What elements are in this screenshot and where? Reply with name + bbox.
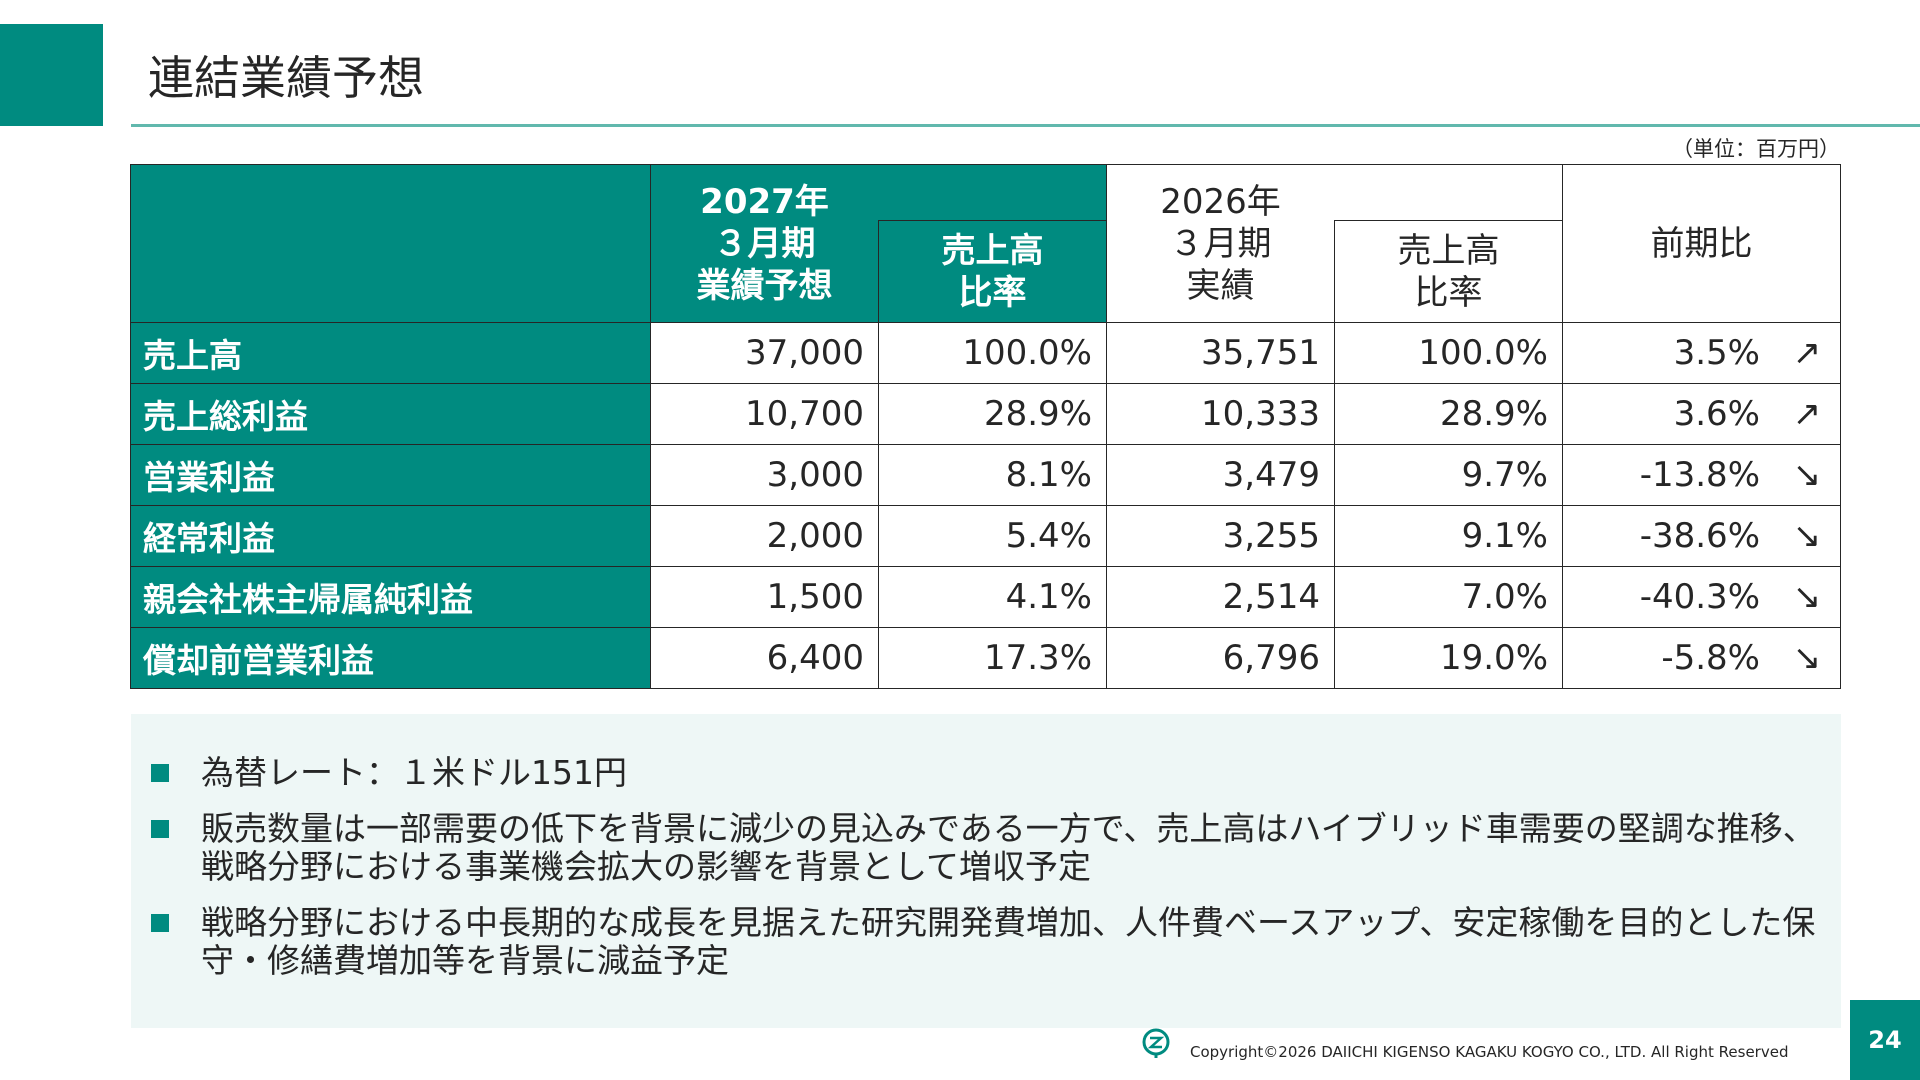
fy2026-sales-ratio: 100.0% <box>1334 322 1563 384</box>
yoy-cell: -40.3% ↘ <box>1562 566 1841 628</box>
fy2026-sales-ratio: 9.1% <box>1334 505 1563 567</box>
fy2027-forecast-value: 3,000 <box>650 444 879 506</box>
header-fy2026-ratio-line2: 比率 <box>1414 272 1483 313</box>
fy2027-sales-ratio: 28.9% <box>878 383 1107 445</box>
row-label: 売上高 <box>130 322 651 384</box>
fy2027-forecast-value: 1,500 <box>650 566 879 628</box>
header-fy2027-ratio-line1: 売上高 <box>941 230 1044 271</box>
list-item: 為替レート：１米ドル151円 <box>151 754 1821 792</box>
header-fy2027-year: 2027年 <box>700 181 829 222</box>
header-fy2027-kind: 業績予想 <box>696 265 833 306</box>
header-fy2026-top-spacer <box>1334 164 1563 221</box>
header-fy2026-kind: 実績 <box>1186 265 1255 306</box>
fy2026-actual-value: 3,479 <box>1106 444 1335 506</box>
copyright-text: Copyright©2026 DAIICHI KIGENSO KAGAKU KO… <box>1190 1043 1789 1061</box>
yoy-cell: -13.8% ↘ <box>1562 444 1841 506</box>
fy2026-actual-value: 10,333 <box>1106 383 1335 445</box>
yoy-value: 3.5% <box>1673 333 1760 373</box>
table-row: 売上総利益 10,700 28.9% 10,333 28.9% 3.6% ↗ <box>130 383 1841 445</box>
table-row: 親会社株主帰属純利益 1,500 4.1% 2,514 7.0% -40.3% ↘ <box>130 566 1841 628</box>
trend-up-arrow-icon: ↗ <box>1792 333 1822 373</box>
fy2026-sales-ratio: 28.9% <box>1334 383 1563 445</box>
trend-down-arrow-icon: ↘ <box>1792 577 1822 617</box>
title-accent-block <box>0 24 103 126</box>
table-row: 経常利益 2,000 5.4% 3,255 9.1% -38.6% ↘ <box>130 505 1841 567</box>
header-fy2026-ratio: 売上高 比率 <box>1334 220 1563 323</box>
list-item: 戦略分野における中長期的な成長を見据えた研究開発費増加、人件費ベースアップ、安定… <box>151 904 1821 980</box>
notes-panel: 為替レート：１米ドル151円 販売数量は一部需要の低下を背景に減少の見込みである… <box>131 714 1841 1028</box>
list-item: 販売数量は一部需要の低下を背景に減少の見込みである一方で、売上高はハイブリッド車… <box>151 810 1821 886</box>
fy2026-sales-ratio: 9.7% <box>1334 444 1563 506</box>
page-number-box: 24 <box>1850 1000 1920 1080</box>
table-row: 売上高 37,000 100.0% 35,751 100.0% 3.5% ↗ <box>130 322 1841 384</box>
header-fy2026-year: 2026年 <box>1160 181 1281 222</box>
header-fy2026-period: ３月期 <box>1169 223 1272 264</box>
header-fy2026-ratio-line1: 売上高 <box>1397 230 1500 271</box>
company-logo-icon <box>1142 1028 1170 1058</box>
row-label: 親会社株主帰属純利益 <box>130 566 651 628</box>
fy2026-sales-ratio: 7.0% <box>1334 566 1563 628</box>
unit-label: （単位：百万円） <box>1672 137 1840 161</box>
row-label: 売上総利益 <box>130 383 651 445</box>
fy2027-forecast-value: 2,000 <box>650 505 879 567</box>
yoy-value: -38.6% <box>1639 516 1760 556</box>
square-bullet-icon <box>151 914 169 932</box>
table-row: 営業利益 3,000 8.1% 3,479 9.7% -13.8% ↘ <box>130 444 1841 506</box>
header-fy2027-ratio: 売上高 比率 <box>878 220 1107 323</box>
fy2027-sales-ratio: 4.1% <box>878 566 1107 628</box>
yoy-cell: -5.8% ↘ <box>1562 627 1841 689</box>
fy2027-forecast-value: 37,000 <box>650 322 879 384</box>
fy2027-sales-ratio: 100.0% <box>878 322 1107 384</box>
page-number: 24 <box>1868 1026 1902 1054</box>
row-label: 償却前営業利益 <box>130 627 651 689</box>
square-bullet-icon <box>151 820 169 838</box>
row-label: 営業利益 <box>130 444 651 506</box>
row-label: 経常利益 <box>130 505 651 567</box>
fy2027-sales-ratio: 17.3% <box>878 627 1107 689</box>
yoy-cell: 3.6% ↗ <box>1562 383 1841 445</box>
note-text: 為替レート：１米ドル151円 <box>201 753 627 792</box>
fy2026-actual-value: 3,255 <box>1106 505 1335 567</box>
fy2027-forecast-value: 10,700 <box>650 383 879 445</box>
header-fy2027-forecast: 2027年 ３月期 業績予想 <box>650 164 879 323</box>
yoy-value: 3.6% <box>1673 394 1760 434</box>
consolidated-forecast-table: 2027年 ３月期 業績予想 2026年 ３月期 実績 前期比 売上高 比率 売… <box>130 164 1841 689</box>
yoy-cell: -38.6% ↘ <box>1562 505 1841 567</box>
header-fy2026-actual: 2026年 ３月期 実績 <box>1106 164 1335 323</box>
page-title: 連結業績予想 <box>148 51 424 105</box>
header-yoy: 前期比 <box>1562 164 1841 323</box>
header-corner-cell <box>130 164 651 323</box>
fy2026-actual-value: 2,514 <box>1106 566 1335 628</box>
yoy-value: -13.8% <box>1639 455 1760 495</box>
header-fy2027-period: ３月期 <box>713 223 816 264</box>
header-fy2027-ratio-line2: 比率 <box>958 272 1027 313</box>
fy2027-forecast-value: 6,400 <box>650 627 879 689</box>
trend-down-arrow-icon: ↘ <box>1792 516 1822 556</box>
fy2027-sales-ratio: 5.4% <box>878 505 1107 567</box>
fy2026-sales-ratio: 19.0% <box>1334 627 1563 689</box>
note-text: 販売数量は一部需要の低下を背景に減少の見込みである一方で、売上高はハイブリッド車… <box>201 809 1816 886</box>
title-underline <box>131 124 1920 127</box>
trend-up-arrow-icon: ↗ <box>1792 394 1822 434</box>
trend-down-arrow-icon: ↘ <box>1792 638 1822 678</box>
yoy-value: -5.8% <box>1661 638 1760 678</box>
note-text: 戦略分野における中長期的な成長を見据えた研究開発費増加、人件費ベースアップ、安定… <box>201 903 1816 980</box>
table-row: 償却前営業利益 6,400 17.3% 6,796 19.0% -5.8% ↘ <box>130 627 1841 689</box>
yoy-cell: 3.5% ↗ <box>1562 322 1841 384</box>
fy2026-actual-value: 35,751 <box>1106 322 1335 384</box>
square-bullet-icon <box>151 764 169 782</box>
header-fy2027-top-spacer <box>878 164 1107 221</box>
yoy-value: -40.3% <box>1639 577 1760 617</box>
trend-down-arrow-icon: ↘ <box>1792 455 1822 495</box>
fy2027-sales-ratio: 8.1% <box>878 444 1107 506</box>
fy2026-actual-value: 6,796 <box>1106 627 1335 689</box>
